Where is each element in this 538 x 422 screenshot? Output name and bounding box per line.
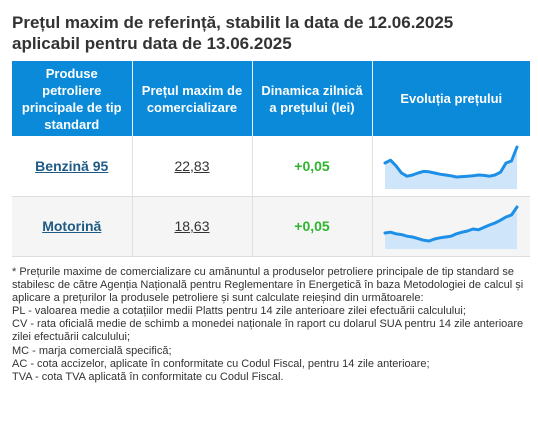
product-cell: Motorină [12, 196, 133, 257]
table-row: Benzină 95 22,83 +0,05 [12, 136, 530, 197]
header-max-price: Prețul maxim de comercializare [132, 61, 253, 136]
note-ac: AC - cota accizelor, aplicate în conform… [12, 357, 430, 370]
page-title-line-1: Prețul maxim de referință, stabilit la d… [12, 13, 454, 32]
page-title: Prețul maxim de referință, stabilit la d… [12, 12, 532, 54]
price-cell: 22,83 [132, 136, 253, 197]
product-link-benzina-95[interactable]: Benzină 95 [35, 157, 109, 174]
change-cell: +0,05 [252, 196, 373, 257]
sparkline-area [385, 146, 518, 189]
sparkline-line [383, 205, 519, 243]
daily-change-value: +0,05 [294, 218, 330, 234]
page-title-line-2: aplicabil pentru data de 13.06.2025 [12, 34, 292, 53]
note-mc: MC - marja comercială specifică; [12, 344, 172, 357]
price-value[interactable]: 22,83 [174, 157, 210, 174]
header-products: Produse petroliere principale de tip sta… [12, 61, 133, 136]
table-row: Motorină 18,63 +0,05 [12, 196, 530, 257]
sparkline-chart-icon[interactable] [381, 201, 521, 251]
note-cv: CV - rata oficială medie de schimb a mon… [12, 318, 524, 344]
header-price-evolution: Evoluția prețului [372, 61, 530, 136]
methodology-notes: * Prețurile maxime de comercializare cu … [12, 266, 530, 384]
sparkline-line [383, 145, 519, 179]
table-header-row: Produse petroliere principale de tip sta… [12, 61, 530, 136]
price-value[interactable]: 18,63 [174, 218, 210, 234]
fuel-price-table: Produse petroliere principale de tip sta… [12, 61, 530, 257]
header-daily-change: Dinamica zilnică a prețului (lei) [252, 61, 373, 136]
evolution-cell [372, 196, 530, 257]
daily-change-value: +0,05 [294, 157, 330, 174]
note-tva: TVA - cota TVA aplicată în conformitate … [12, 370, 284, 383]
evolution-cell [372, 136, 530, 197]
note-intro: * Prețurile maxime de comercializare cu … [12, 266, 524, 305]
product-cell: Benzină 95 [12, 136, 133, 197]
sparkline-chart-icon[interactable] [381, 141, 521, 191]
change-cell: +0,05 [252, 136, 373, 197]
price-cell: 18,63 [132, 196, 253, 257]
note-pl: PL - valoarea medie a cotațiilor medii P… [12, 305, 466, 318]
product-link-motorina[interactable]: Motorină [42, 218, 102, 234]
sparkline-area [385, 207, 518, 249]
